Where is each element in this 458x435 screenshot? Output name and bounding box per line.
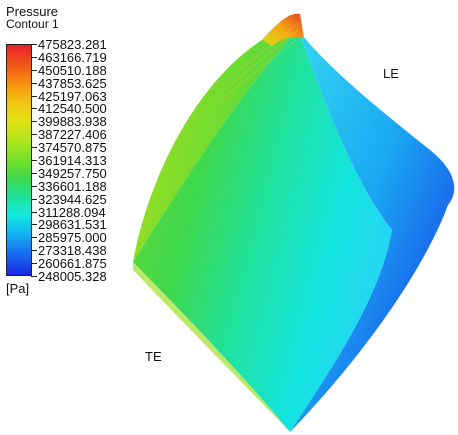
legend-tick [31, 44, 37, 45]
blade-tip-high-pressure [262, 13, 304, 46]
legend-tick [31, 263, 37, 264]
blade-back-surface [133, 13, 300, 262]
legend-level-label: 374570.875 [38, 140, 107, 155]
legend-level-label: 475823.281 [38, 37, 107, 52]
legend-level-label: 349257.750 [38, 166, 107, 181]
leading-edge-label: LE [383, 66, 399, 81]
legend-level-label: 450510.188 [38, 63, 107, 78]
legend-level-label: 412540.500 [38, 101, 107, 116]
legend-level-label: 399883.938 [38, 114, 107, 129]
legend-level-label: 248005.328 [38, 269, 107, 284]
legend-color-bar [6, 44, 32, 276]
legend-level-label: 437853.625 [38, 76, 107, 91]
legend-level-label: 323944.625 [38, 192, 107, 207]
legend-tick [31, 212, 37, 213]
trailing-edge-label: TE [145, 349, 162, 364]
legend-unit: [Pa] [6, 281, 30, 296]
legend-tick [31, 276, 37, 277]
legend-level-label: 361914.313 [38, 153, 107, 168]
legend-tick [31, 83, 37, 84]
legend-tick [31, 173, 37, 174]
legend-tick [31, 57, 37, 58]
legend-tick [31, 96, 37, 97]
legend-tick [31, 134, 37, 135]
legend-tick [31, 147, 37, 148]
legend-tick [31, 108, 37, 109]
legend-tick [31, 199, 37, 200]
blade-trailing-edge-shade [133, 262, 290, 432]
legend-tick [31, 186, 37, 187]
tip-streak-lines [219, 21, 301, 101]
blade-pressure-side [133, 30, 392, 432]
legend-tick [31, 160, 37, 161]
legend-tick [31, 237, 37, 238]
legend-subtitle: Contour 1 [6, 17, 59, 31]
legend-level-label: 387227.406 [38, 127, 107, 142]
blade-leading-edge-region [290, 30, 455, 432]
legend-title: Pressure [6, 4, 59, 19]
legend-level-label: 285975.000 [38, 230, 107, 245]
legend-tick [31, 224, 37, 225]
legend-level-label: 273318.438 [38, 243, 107, 258]
legend-tick [31, 121, 37, 122]
legend-level-label: 425197.063 [38, 89, 107, 104]
legend-level-label: 336601.188 [38, 179, 107, 194]
legend-level-label: 260661.875 [38, 256, 107, 271]
legend-level-label: 311288.094 [38, 205, 106, 220]
legend-level-label: 463166.719 [38, 50, 107, 65]
legend-tick [31, 250, 37, 251]
legend-tick [31, 70, 37, 71]
legend-level-label: 298631.531 [38, 217, 107, 232]
